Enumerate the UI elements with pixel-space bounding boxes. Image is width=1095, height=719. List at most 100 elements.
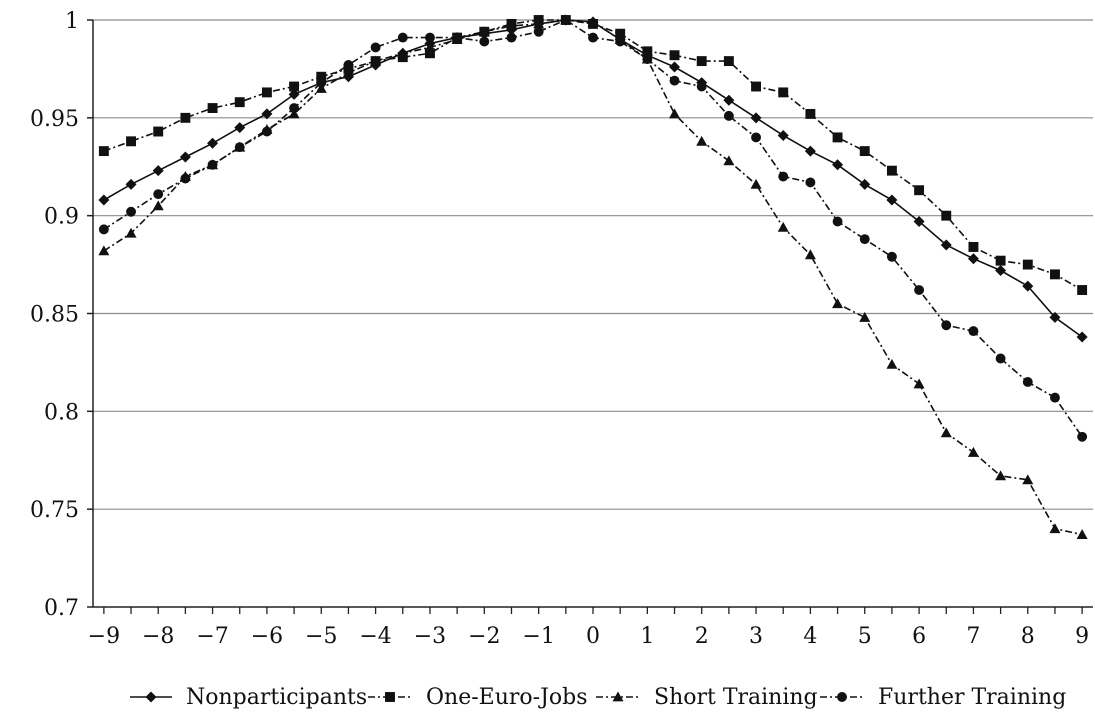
data-point	[98, 194, 110, 206]
data-point	[207, 137, 219, 149]
x-tick-label: −9	[88, 624, 120, 649]
data-point	[479, 36, 490, 47]
x-tick-label: 3	[749, 624, 763, 649]
data-point	[397, 47, 409, 58]
series-nonparticipants	[98, 14, 1088, 343]
data-point	[832, 132, 843, 143]
data-point	[207, 159, 218, 170]
data-point	[1077, 431, 1088, 442]
data-point	[452, 32, 463, 43]
data-point	[940, 427, 952, 438]
data-point	[669, 50, 680, 61]
data-point	[859, 311, 871, 322]
x-tick-label: 9	[1075, 624, 1089, 649]
data-point	[1076, 529, 1088, 540]
x-tick-label: −6	[251, 624, 283, 649]
data-point	[777, 129, 789, 141]
data-point	[533, 26, 544, 37]
data-point	[316, 77, 327, 88]
data-point	[669, 75, 680, 86]
data-point	[804, 249, 816, 260]
data-point	[914, 185, 925, 196]
x-tick-label: 4	[803, 624, 817, 649]
legend-item: Further Training	[820, 685, 1066, 710]
data-point	[1022, 280, 1034, 292]
data-point	[805, 108, 816, 119]
data-point	[669, 108, 681, 119]
data-point	[995, 264, 1007, 276]
y-tick-label: 0.75	[30, 498, 79, 523]
y-tick-label: 0.95	[30, 107, 79, 132]
x-tick-label: 1	[640, 624, 654, 649]
data-point	[696, 135, 708, 146]
data-point	[1077, 285, 1088, 295]
x-tick-label: 7	[966, 624, 980, 649]
data-point	[397, 32, 408, 43]
y-tick-label: 1	[65, 9, 79, 34]
series-line	[103, 19, 1083, 291]
legend-label: Short Training	[654, 685, 818, 710]
data-point	[316, 71, 327, 82]
data-point	[424, 41, 436, 52]
x-tick-label: −3	[414, 624, 446, 649]
x-tick-label: 6	[912, 624, 926, 649]
legend-label: Nonparticipants	[186, 685, 367, 710]
data-point	[179, 151, 191, 163]
data-point	[425, 48, 435, 59]
data-point	[126, 136, 136, 147]
data-point	[234, 142, 245, 153]
data-point	[941, 210, 952, 221]
series-line	[103, 19, 1083, 438]
x-tick-label: 5	[858, 624, 872, 649]
data-point	[669, 61, 681, 73]
series-group	[98, 14, 1088, 540]
series-line	[103, 19, 1083, 338]
legend-marker	[837, 692, 847, 702]
data-point	[342, 67, 354, 78]
data-point	[370, 42, 381, 53]
data-point	[261, 87, 272, 98]
data-point	[642, 54, 653, 65]
data-point	[370, 55, 382, 66]
data-point	[995, 255, 1006, 266]
y-tick-label: 0.8	[44, 400, 79, 425]
data-point	[1022, 377, 1033, 387]
data-point	[289, 81, 300, 92]
data-point	[234, 97, 245, 108]
data-point	[968, 242, 979, 252]
data-point	[750, 178, 762, 189]
data-point	[886, 358, 898, 369]
data-point	[941, 320, 952, 331]
data-point	[207, 103, 218, 113]
data-point	[615, 28, 626, 39]
data-point	[723, 155, 735, 166]
data-point	[1076, 331, 1088, 343]
data-point	[125, 178, 137, 190]
y-tick-label: 0.85	[30, 303, 79, 328]
data-point	[152, 165, 164, 177]
legend-label: One-Euro-Jobs	[426, 685, 588, 710]
series-one-euro-jobs	[98, 15, 1088, 295]
data-point	[125, 227, 137, 238]
data-point	[153, 126, 164, 137]
data-point	[968, 326, 979, 337]
data-point	[751, 132, 761, 143]
y-axis-ticks: 0.7 0.75 0.8 0.85 0.9 0.95 1	[30, 9, 93, 621]
data-point	[288, 88, 300, 100]
data-point	[98, 146, 109, 157]
data-point	[995, 353, 1006, 364]
data-point	[98, 224, 109, 235]
data-point	[289, 103, 300, 114]
data-point	[478, 26, 490, 37]
legend-item: Short Training	[596, 685, 818, 710]
legend-marker	[612, 691, 624, 702]
x-tick-label: −2	[468, 624, 500, 649]
legend-item: Nonparticipants	[130, 685, 367, 710]
data-point	[723, 56, 734, 67]
data-point	[1022, 259, 1033, 270]
legend: Nonparticipants One-Euro-Jobs Short Traini…	[130, 685, 1066, 710]
data-point	[886, 251, 897, 262]
data-point	[1022, 474, 1034, 485]
data-point	[505, 20, 517, 31]
data-point	[723, 94, 735, 106]
